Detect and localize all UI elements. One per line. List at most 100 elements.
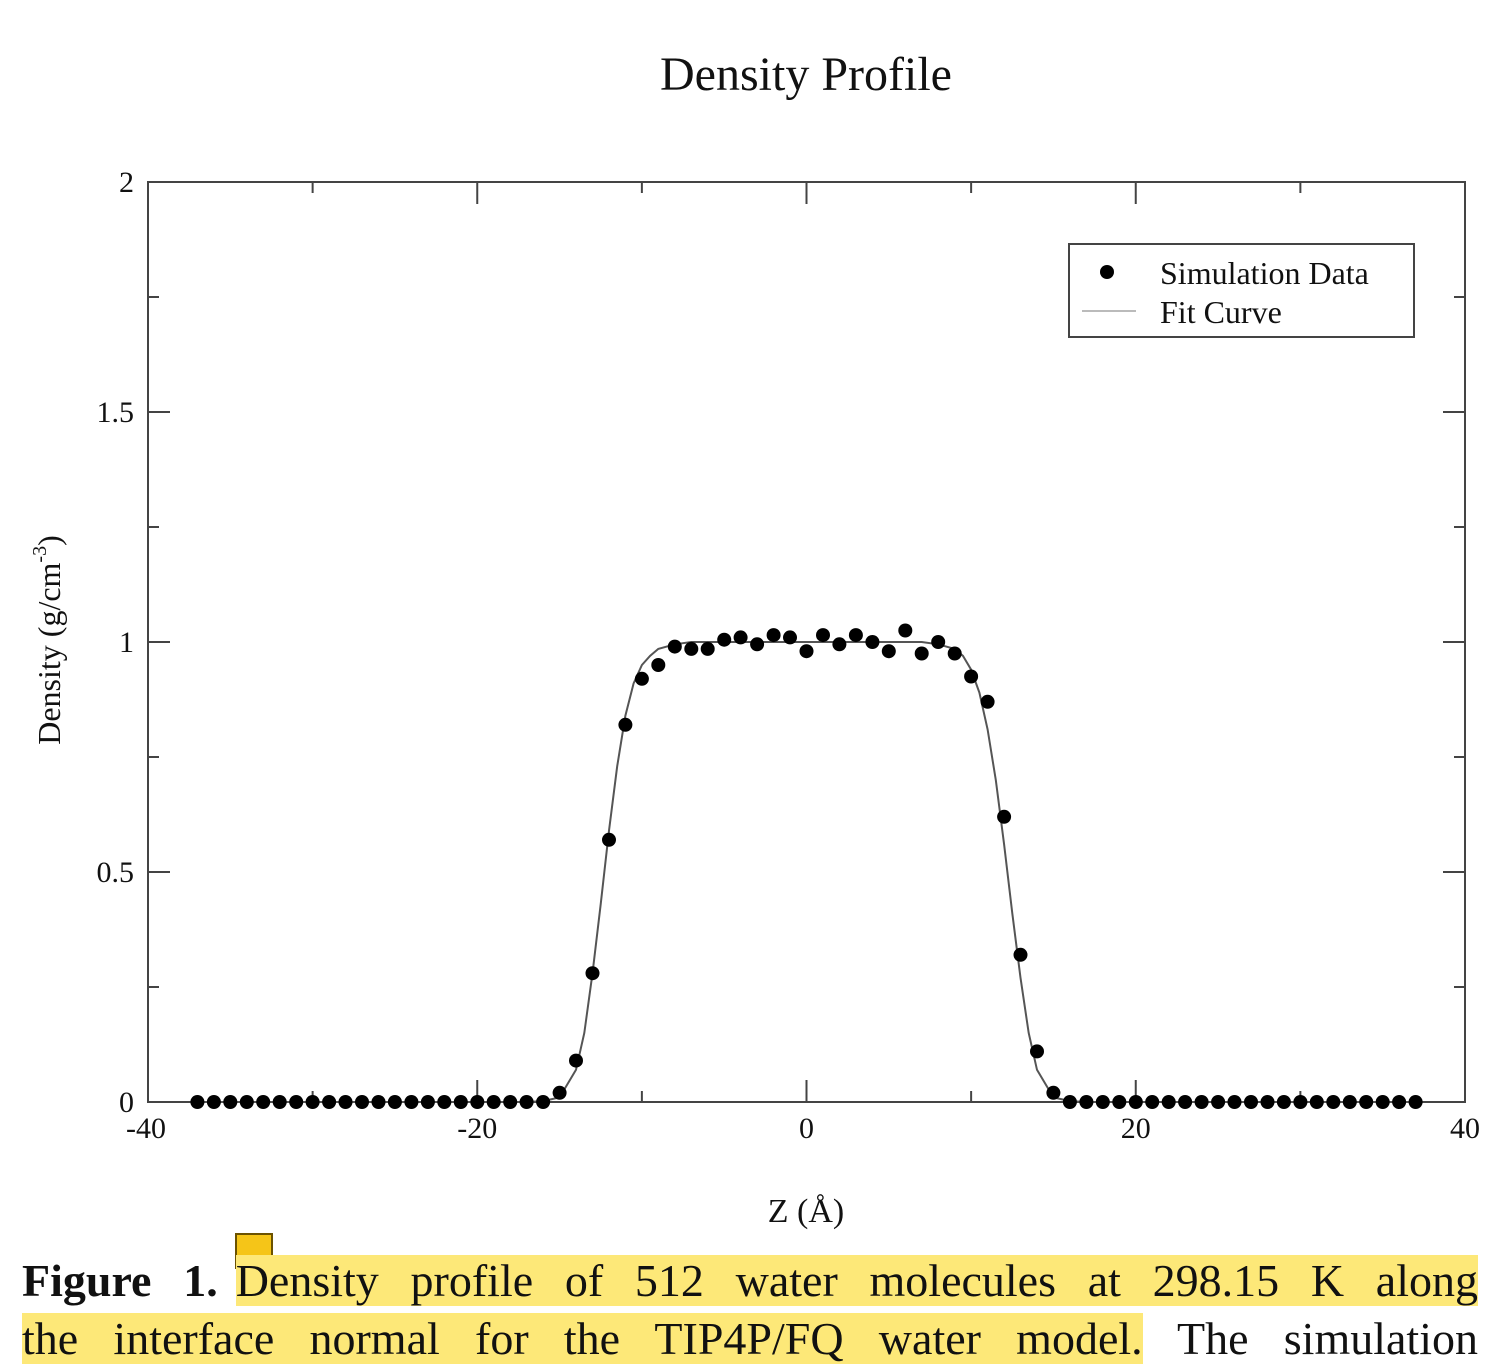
simulation-data-point <box>206 1095 221 1109</box>
simulation-data-point <box>997 809 1012 824</box>
simulation-data-point <box>585 966 600 981</box>
x-tick-label: -20 <box>457 1112 497 1145</box>
simulation-data-point <box>602 832 616 847</box>
simulation-data-point <box>1276 1095 1291 1109</box>
simulation-data-point <box>931 635 946 649</box>
simulation-data-point <box>355 1095 369 1109</box>
simulation-data-point <box>618 717 633 732</box>
simulation-data-point <box>1227 1095 1242 1109</box>
simulation-data-point <box>1211 1095 1226 1109</box>
simulation-data-point <box>848 628 863 643</box>
simulation-data-point <box>569 1053 583 1068</box>
simulation-data-point <box>964 669 979 684</box>
x-tick-label: -40 <box>126 1112 166 1145</box>
simulation-data-point <box>437 1095 452 1109</box>
simulation-data-point <box>1095 1095 1110 1109</box>
simulation-data-point <box>190 1095 205 1109</box>
simulation-data-point <box>1013 947 1028 962</box>
simulation-data-point <box>223 1095 238 1109</box>
simulation-data-point <box>486 1095 501 1109</box>
caption-line-1: Figure 1. Density profile of 512 water mo… <box>22 1252 1478 1310</box>
x-axis-label: Z (Å) <box>768 1193 844 1230</box>
simulation-data-point <box>766 628 781 643</box>
axis-ticks <box>147 181 1466 1103</box>
simulation-data-point <box>552 1085 567 1100</box>
caption-rest-2: The simulation <box>1142 1313 1478 1364</box>
x-tick-label: 0 <box>799 1112 814 1145</box>
simulation-data-point <box>651 658 666 672</box>
simulation-data-point <box>1194 1095 1209 1109</box>
simulation-data-point <box>1145 1095 1160 1109</box>
simulation-data-point <box>536 1095 551 1109</box>
simulation-data-point <box>289 1095 304 1109</box>
simulation-data-point <box>1128 1095 1143 1109</box>
simulation-data-point <box>1375 1095 1390 1109</box>
simulation-data-point <box>1030 1044 1044 1059</box>
caption-highlight-2: the interface normal for the TIP4P/FQ wa… <box>22 1313 1143 1364</box>
simulation-data-point <box>832 637 847 652</box>
simulation-data-point <box>387 1095 402 1109</box>
simulation-data-point <box>634 671 649 686</box>
simulation-data-point <box>1161 1095 1176 1109</box>
simulation-data-point <box>816 628 830 643</box>
simulation-data-point <box>256 1095 271 1109</box>
y-axis-label: Density (g/cm-3) <box>29 535 67 745</box>
simulation-data-point <box>783 630 797 645</box>
simulation-data-point <box>898 623 913 638</box>
caption-highlight-1: Density profile of 512 water molecules a… <box>235 1255 1478 1306</box>
simulation-data-point <box>1062 1095 1077 1109</box>
density-profile-chart: Density Profile -40 -20 0 20 40 0 0.5 1 1.5 2 Z (… <box>29 48 1481 1230</box>
chart-title: Density Profile <box>660 48 952 101</box>
simulation-data-point <box>404 1095 419 1109</box>
y-tick-label: 2 <box>119 166 134 199</box>
simulation-data-point <box>1408 1095 1423 1109</box>
fit-curve-layer <box>197 641 1416 1103</box>
axis-tick-labels: -40 -20 0 20 40 0 0.5 1 1.5 2 <box>97 166 1481 1145</box>
simulation-data-point <box>272 1095 287 1109</box>
simulation-data-point <box>322 1095 337 1109</box>
y-tick-label: 0.5 <box>97 856 135 889</box>
y-axis-label-tail: ) <box>31 535 67 546</box>
simulation-data-point <box>1293 1095 1308 1109</box>
legend: Simulation Data Fit Curve <box>1068 243 1415 338</box>
y-tick-label: 1.5 <box>97 396 135 429</box>
y-axis-label-sup: -3 <box>29 546 51 563</box>
simulation-data-point <box>1309 1095 1324 1109</box>
simulation-data-point <box>338 1095 353 1109</box>
simulation-data-point <box>1112 1095 1127 1109</box>
simulation-data-point <box>684 641 699 656</box>
simulation-data-point <box>700 641 715 656</box>
simulation-data-point <box>1178 1095 1193 1109</box>
figure-label: Figure 1. <box>22 1255 218 1306</box>
simulation-data-point <box>305 1095 320 1109</box>
figure: Density Profile -40 -20 0 20 40 0 0.5 1 1.5 2 Z (… <box>29 48 1481 1230</box>
simulation-points-layer <box>190 623 1423 1109</box>
simulation-data-point <box>1359 1095 1374 1109</box>
simulation-data-point <box>947 646 962 661</box>
y-axis-label-main: Density (g/cm <box>31 562 67 744</box>
simulation-data-point <box>1342 1095 1357 1109</box>
x-tick-label: 20 <box>1121 1112 1151 1145</box>
simulation-data-point <box>881 644 896 659</box>
simulation-data-point <box>799 644 814 659</box>
simulation-data-point <box>519 1095 534 1109</box>
caption-line-2: the interface normal for the TIP4P/FQ wa… <box>22 1310 1478 1368</box>
simulation-data-point <box>914 646 929 661</box>
fit-curve-line <box>197 641 1416 1103</box>
figure-caption: Figure 1. Density profile of 512 water mo… <box>22 1252 1478 1368</box>
legend-box <box>1068 243 1415 338</box>
simulation-data-point <box>453 1095 468 1109</box>
simulation-data-point <box>503 1095 518 1109</box>
simulation-data-point <box>1046 1085 1061 1100</box>
legend-marker-simulation <box>1100 265 1114 279</box>
simulation-data-point <box>865 635 880 649</box>
legend-label-fit: Fit Curve <box>1160 294 1282 330</box>
x-tick-label: 40 <box>1450 1112 1480 1145</box>
simulation-data-point <box>420 1095 435 1109</box>
simulation-data-point <box>1079 1095 1094 1109</box>
simulation-data-point <box>470 1095 485 1109</box>
simulation-data-point <box>1244 1095 1258 1109</box>
simulation-data-point <box>750 637 765 652</box>
simulation-data-point <box>733 630 748 645</box>
simulation-data-point <box>980 694 995 709</box>
